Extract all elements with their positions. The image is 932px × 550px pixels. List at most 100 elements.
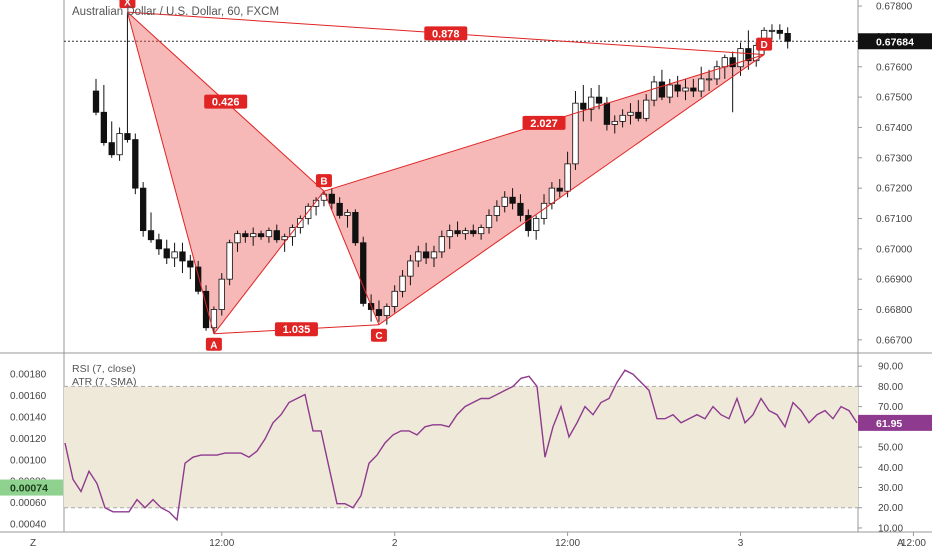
price-axis[interactable]: 0.66700 0.66800 0.66900 0.67000 0.67100 0.672…	[858, 2, 932, 347]
candle-body	[682, 87, 689, 92]
candle-body	[517, 202, 524, 216]
atr-tick-label: 0.00140	[10, 412, 47, 423]
candle-body	[698, 78, 705, 92]
candle-body	[564, 163, 571, 192]
candle-body	[171, 251, 178, 259]
point-label-box	[370, 328, 387, 342]
price-tick-label: 0.66900	[876, 275, 913, 286]
atr-legend: ATR (7, SMA)	[72, 376, 137, 388]
point-label-box	[205, 337, 222, 351]
candle-body	[163, 248, 170, 259]
candle-body	[415, 251, 422, 262]
candle-body	[407, 260, 414, 277]
atr-tick-label: 0.00060	[10, 498, 47, 509]
rsi-band-fill	[64, 386, 858, 508]
candle-body	[721, 57, 728, 68]
candle-body	[643, 99, 650, 119]
ratio-label: 1.035	[283, 324, 311, 336]
rsi-tick-label: 80.00	[878, 382, 903, 393]
candle-body	[265, 230, 273, 238]
price-tick-label: 0.67300	[876, 153, 913, 164]
candle-body	[305, 205, 312, 219]
candle-body	[336, 202, 343, 216]
time-tick-label: 3	[738, 538, 744, 549]
candle-body	[533, 218, 540, 232]
candle-body	[399, 275, 406, 292]
atr-tick-label: 0.00120	[10, 434, 47, 445]
atr-axis: 0.000400.000600.000800.001000.001200.001…	[0, 370, 63, 530]
candle-body	[470, 230, 477, 235]
candle-body	[603, 102, 611, 125]
candle-body	[155, 239, 163, 250]
rsi-axis[interactable]: 10.0020.0030.0040.0050.0060.0070.0080.00…	[858, 362, 932, 535]
candle-body	[108, 142, 115, 156]
candle-body	[375, 309, 383, 316]
candle-body	[548, 187, 556, 204]
pattern-leg-ab	[213, 190, 325, 335]
price-tick-label: 0.67100	[876, 214, 913, 225]
candle-body	[729, 57, 736, 68]
chart-title: Australian Dollar / U.S. Dollar, 60, FXC…	[72, 6, 279, 18]
point-label: X	[124, 0, 131, 9]
rsi-tick-label: 10.00	[878, 523, 903, 534]
candle-body	[580, 102, 587, 110]
pattern-triangle-xab	[127, 12, 324, 334]
atr-tick-label: 0.00100	[10, 455, 47, 466]
time-axis-corner-left: Z	[30, 538, 36, 549]
candle-body	[501, 196, 508, 207]
ratio-label-box	[522, 115, 566, 130]
price-tick-label: 0.67400	[876, 123, 913, 134]
candle-body	[446, 230, 453, 238]
rsi-tick-label: 20.00	[878, 503, 903, 514]
pattern-leg-bc	[323, 190, 380, 325]
last-price-badge	[858, 33, 932, 50]
candle-body	[383, 306, 390, 316]
candle-body	[477, 227, 485, 235]
candle-body	[297, 218, 304, 228]
candle-body	[737, 48, 744, 68]
atr-value-label: 0.00074	[10, 483, 48, 495]
point-label: C	[375, 331, 382, 342]
candle-body	[509, 196, 516, 204]
candles	[92, 12, 791, 334]
candle-body	[328, 193, 335, 204]
candle-body	[595, 96, 603, 104]
rsi-band	[64, 385, 858, 509]
candle-body	[140, 187, 147, 232]
ratio-label-box	[204, 94, 248, 109]
candle-body	[124, 133, 131, 140]
harmonic-pattern-labels: 0.426 1.035 2.027 0.878 X A B C D	[119, 0, 773, 351]
candle-body	[525, 215, 532, 232]
rsi-polyline	[64, 369, 858, 522]
pattern-leg-xa	[126, 12, 215, 334]
point-label: D	[760, 40, 767, 51]
pattern-leg-cd	[378, 54, 765, 326]
point-label-box	[315, 174, 332, 188]
candle-body	[627, 111, 634, 116]
candle-body	[635, 111, 642, 119]
candle-body	[674, 84, 681, 92]
price-tick-label: 0.67800	[876, 2, 913, 13]
candle-body	[556, 187, 563, 192]
rsi-value-badge	[858, 414, 932, 431]
rsi-value-label: 61.95	[876, 418, 902, 430]
candle-body	[650, 81, 658, 101]
candle-body	[438, 236, 445, 253]
candle-body	[776, 29, 783, 34]
atr-tick-label: 0.00040	[10, 519, 47, 530]
rsi-tick-label: 30.00	[878, 483, 903, 494]
ratio-label: 2.027	[530, 118, 558, 130]
rsi-tick-label: 40.00	[878, 463, 903, 474]
time-tick-label: 12:00	[901, 538, 926, 549]
candle-body	[768, 29, 776, 32]
ratio-label-box	[274, 322, 318, 337]
candle-body	[619, 114, 626, 122]
candle-body	[187, 260, 194, 268]
candle-body	[690, 87, 697, 92]
candle-body	[572, 102, 579, 165]
candle-body	[360, 242, 367, 304]
candle-body	[147, 230, 155, 241]
point-label: A	[210, 340, 217, 351]
time-tick-label: 2	[392, 538, 398, 549]
